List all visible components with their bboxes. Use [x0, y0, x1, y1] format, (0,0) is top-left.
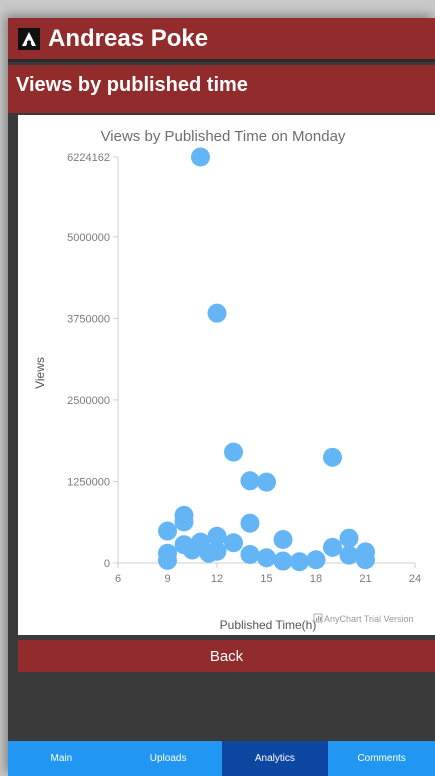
y-tick-label: 6224162	[67, 152, 110, 164]
data-point	[158, 521, 177, 541]
chart-panel: Views by Published Time on Monday 0 12500…	[18, 115, 435, 635]
x-axis-label: Published Time(h)	[220, 618, 317, 632]
app-title: Andreas Poke	[48, 24, 209, 52]
y-tick-label: 3750000	[67, 313, 110, 325]
tab-main[interactable]: Main	[8, 741, 115, 776]
x-tick-label: 15	[260, 573, 272, 585]
tab-analytics-label: Analytics	[254, 753, 295, 764]
app-logo-icon	[18, 27, 40, 50]
x-tick-label: 9	[164, 573, 170, 585]
x-tick-label: 6	[115, 573, 121, 585]
watermark-label: AnyChart Trial Version	[324, 614, 414, 624]
data-point	[158, 550, 177, 570]
x-tick-label: 18	[310, 573, 322, 585]
y-tick-label: 5000000	[67, 232, 110, 244]
data-point	[257, 472, 276, 492]
y-tick-label: 1250000	[67, 476, 110, 488]
data-point	[207, 526, 227, 546]
app-window: Andreas Poke Views by published time Vie…	[8, 18, 435, 776]
back-button[interactable]: Back	[18, 640, 435, 672]
data-point	[207, 541, 227, 561]
data-point	[306, 550, 326, 570]
scatter-chart: Views by Published Time on Monday 012500…	[33, 128, 421, 632]
bottom-navigation: Main Uploads Analytics Comments	[8, 741, 435, 776]
data-point	[356, 550, 375, 570]
data-point	[339, 528, 359, 548]
y-axis-label: Views	[33, 357, 47, 389]
data-point	[224, 442, 243, 462]
data-point	[240, 513, 260, 533]
tab-comments[interactable]: Comments	[328, 741, 435, 776]
x-tick-label: 24	[409, 573, 421, 585]
data-point	[273, 551, 293, 571]
data-point	[240, 471, 260, 491]
data-point	[224, 533, 243, 553]
app-bar: Andreas Poke	[8, 18, 435, 62]
data-point	[207, 303, 227, 323]
data-point	[273, 530, 293, 550]
tab-uploads[interactable]: Uploads	[114, 741, 222, 776]
data-point	[257, 548, 276, 568]
x-tick-label: 12	[211, 573, 223, 585]
data-point	[339, 545, 359, 565]
data-point	[323, 537, 342, 557]
y-tick-label: 2500000	[67, 395, 110, 407]
tab-uploads-label: Uploads	[149, 753, 187, 764]
chart-title: Views by Published Time on Monday	[101, 128, 346, 145]
chart-points	[158, 147, 375, 572]
y-tick-label: 0	[104, 558, 110, 570]
data-point	[191, 147, 210, 167]
tab-analytics[interactable]: Analytics	[221, 741, 329, 776]
data-point	[240, 545, 260, 565]
tab-main-label: Main	[50, 753, 73, 764]
tab-comments-label: Comments	[357, 753, 406, 764]
watermark: AnyChart Trial Version	[313, 613, 414, 624]
data-point	[174, 512, 194, 532]
data-point	[290, 552, 309, 572]
x-tick-label: 21	[359, 573, 371, 585]
data-point	[323, 447, 342, 467]
back-button-label: Back	[209, 647, 244, 665]
page-title: Views by published time	[8, 65, 435, 113]
